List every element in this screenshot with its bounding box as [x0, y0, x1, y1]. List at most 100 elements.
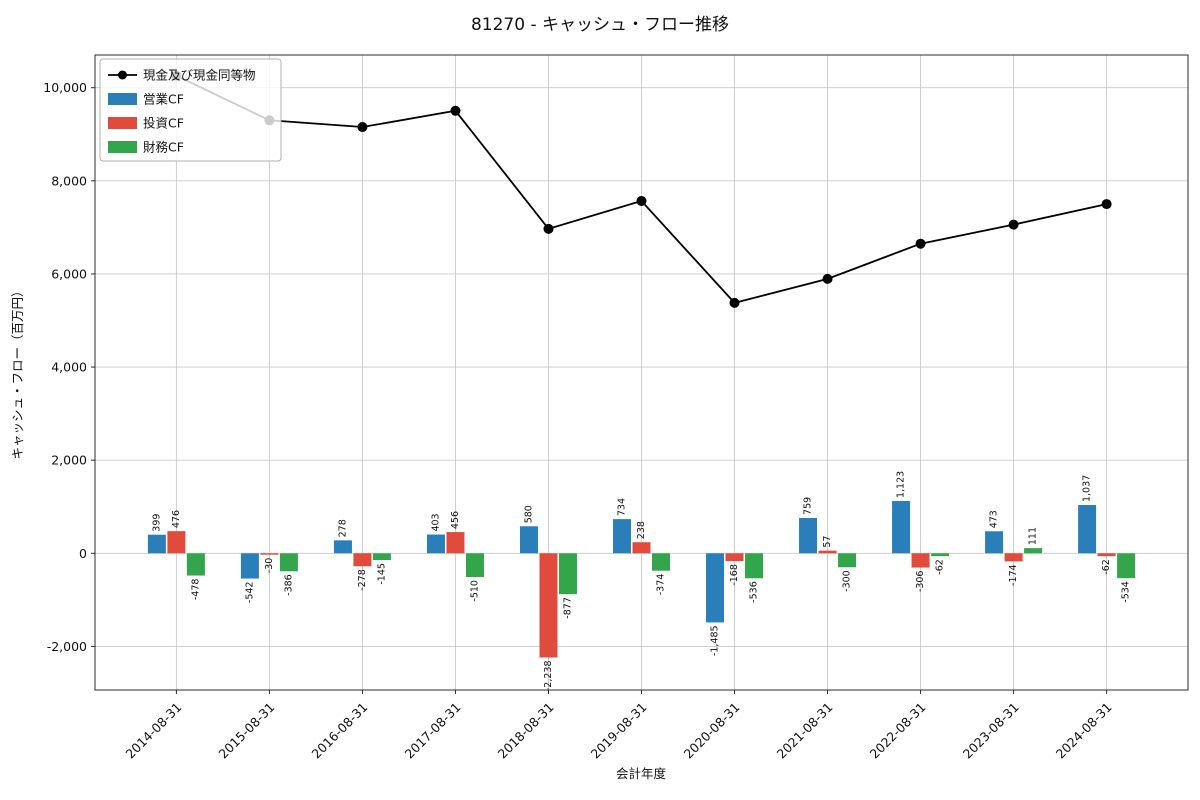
- x-tick-label: 2021-08-31: [774, 700, 836, 762]
- bar: [838, 553, 857, 568]
- bar-value-label: -145: [376, 563, 387, 585]
- bar: [539, 553, 558, 658]
- bar-value-label: -386: [283, 574, 294, 596]
- bar: [333, 540, 352, 554]
- bar: [1117, 553, 1136, 579]
- legend-box: [99, 58, 282, 162]
- legend-line-marker-icon: [118, 70, 127, 80]
- bar: [1004, 553, 1023, 562]
- bar-value-label: -168: [729, 564, 740, 586]
- bar-value-label: 111: [1028, 527, 1039, 545]
- bar-value-label: -536: [749, 581, 760, 603]
- bar: [446, 532, 465, 554]
- bar-value-label: -1,485: [710, 625, 721, 656]
- bar: [1078, 505, 1097, 554]
- bar-value-label: 278: [337, 519, 348, 537]
- y-tick-label: 0: [79, 546, 87, 561]
- bar: [985, 531, 1004, 554]
- bar: [725, 553, 744, 562]
- gridlines: [95, 55, 1188, 690]
- x-tick-label: 2016-08-31: [309, 700, 371, 762]
- bar: [353, 553, 372, 567]
- bar-value-label: 456: [450, 511, 461, 529]
- cash-line-marker: [543, 223, 554, 234]
- bar: [167, 531, 186, 554]
- y-tick-label: 8,000: [51, 173, 87, 188]
- bar: [279, 553, 298, 572]
- bar: [745, 553, 764, 579]
- bar: [613, 519, 631, 554]
- bar-value-label: 238: [636, 521, 647, 539]
- bar-series-1: [147, 501, 1097, 623]
- cash-line-marker: [1101, 199, 1112, 210]
- bar-value-label: 473: [989, 510, 1000, 528]
- y-tick-label: 10,000: [43, 80, 87, 95]
- bar: [372, 553, 391, 561]
- bar-value-label: 759: [803, 497, 814, 515]
- bar-value-label: -478: [190, 579, 201, 601]
- cash-line-marker: [636, 195, 647, 206]
- x-tick-label: 2024-08-31: [1053, 700, 1115, 762]
- bar-value-label: -374: [656, 574, 667, 596]
- legend-swatch: [108, 93, 137, 105]
- bar-value-label: -278: [357, 569, 368, 591]
- bar-series-2: [167, 531, 1116, 658]
- bar: [240, 553, 259, 579]
- x-tick-label: 2022-08-31: [867, 700, 929, 762]
- bar: [465, 553, 484, 578]
- bar: [1024, 548, 1043, 554]
- bar: [1097, 553, 1116, 557]
- bar-series: [147, 501, 1136, 658]
- x-axis-label: 会計年度: [616, 766, 667, 781]
- bar-value-labels: 399 -542 278 403 580 734 -1,485 759 1,123 473 1,03…: [151, 471, 1131, 691]
- bar-value-label: -62: [935, 559, 946, 575]
- legend-label: 投資CF: [143, 116, 184, 131]
- cash-line-marker: [729, 297, 740, 308]
- bar-value-label: 57: [822, 536, 833, 548]
- bar-value-label: 1,037: [1082, 475, 1093, 502]
- bar: [558, 553, 577, 595]
- bar-value-label: 476: [171, 510, 182, 528]
- bar-value-label: -877: [562, 597, 573, 619]
- bar-value-label: 399: [151, 514, 162, 532]
- bar: [260, 553, 279, 555]
- legend-swatch: [108, 117, 137, 129]
- bar: [799, 517, 818, 554]
- cash-line-marker: [915, 238, 926, 249]
- bar-value-label: -30: [264, 558, 275, 574]
- y-tick-label: 2,000: [51, 453, 87, 468]
- cash-line-marker: [357, 122, 368, 133]
- bar: [818, 550, 837, 554]
- y-tick-label: 4,000: [51, 360, 87, 375]
- bar: [931, 553, 950, 557]
- x-tick-label: 2023-08-31: [960, 700, 1022, 762]
- cash-line-marker: [450, 105, 461, 116]
- bar-value-label: -306: [915, 571, 926, 593]
- bar: [519, 526, 538, 554]
- chart-title: 81270 - キャッシュ・フロー推移: [471, 15, 729, 35]
- bar-value-label: 403: [430, 513, 441, 531]
- bar: [706, 553, 725, 623]
- legend-label: 現金及び現金同等物: [143, 68, 256, 83]
- y-axis-label: キャッシュ・フロー（百万円）: [10, 284, 25, 459]
- x-tick-label: 2020-08-31: [681, 700, 743, 762]
- bar: [632, 542, 651, 554]
- bar-value-label: 734: [617, 498, 628, 516]
- x-tick-label: 2019-08-31: [588, 700, 650, 762]
- bar: [892, 501, 911, 554]
- legend-label: 営業CF: [143, 92, 184, 107]
- bar-value-label: 1,123: [896, 471, 907, 498]
- axes-spines: [91, 54, 1189, 694]
- bar-value-label: -534: [1121, 581, 1132, 603]
- y-tick-label: 6,000: [51, 266, 87, 281]
- bar-value-label: -510: [469, 580, 480, 602]
- y-tick-label: -2,000: [47, 639, 87, 654]
- bar: [186, 553, 205, 576]
- bar: [911, 553, 930, 568]
- bar: [426, 534, 445, 554]
- x-tick-label: 2014-08-31: [123, 700, 185, 762]
- x-tick-label: 2017-08-31: [402, 700, 464, 762]
- bar-value-label: -174: [1008, 564, 1019, 586]
